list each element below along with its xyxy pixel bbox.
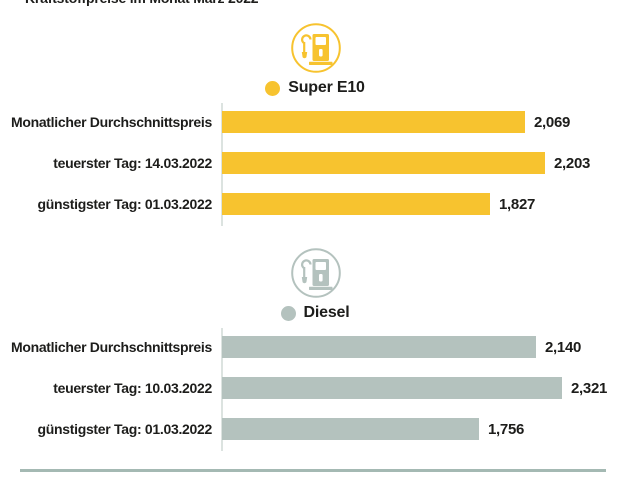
bar-category-label: günstigster Tag: 01.03.2022	[37, 196, 213, 212]
bar	[222, 418, 479, 440]
bar-value: 1,827	[499, 195, 536, 213]
diesel-bar-chart: Monatlicher Durchschnittspreis 2,140 teu…	[0, 328, 640, 451]
bar-category-label: teuerster Tag: 10.03.2022	[53, 380, 212, 396]
bar-row-cheapest-day: günstigster Tag: 01.03.2022 1,827	[0, 193, 640, 215]
bottom-rule	[20, 469, 606, 472]
bar-category-label: Monatlicher Durchschnittspreis	[10, 114, 212, 130]
bar-category-label: teuerster Tag: 14.03.2022	[53, 155, 212, 171]
bar-row-cheapest-day: günstigster Tag: 01.03.2022 1,756	[0, 418, 640, 440]
bar-row-average: Monatlicher Durchschnittspreis 2,069	[0, 111, 640, 133]
bar	[222, 111, 525, 133]
super-e10-fuel-pump-icon	[291, 23, 341, 73]
page-title: Kraftstoffpreise im Monat März 2022	[25, 0, 259, 6]
super-e10-bar-chart: Monatlicher Durchschnittspreis 2,069 teu…	[0, 103, 640, 226]
axis-line	[221, 103, 223, 226]
bar-value: 2,321	[571, 379, 608, 397]
diesel-legend-label: Diesel	[303, 304, 350, 321]
diesel-fuel-pump-icon	[291, 248, 341, 298]
diesel-legend: Diesel	[0, 304, 635, 321]
bar-value: 2,140	[545, 338, 582, 356]
bar-row-most-expensive-day: teuerster Tag: 14.03.2022 2,203	[0, 152, 640, 174]
super-e10-legend-label: Super E10	[288, 79, 365, 96]
bar-row-most-expensive-day: teuerster Tag: 10.03.2022 2,321	[0, 377, 640, 399]
bar-value: 2,203	[554, 154, 591, 172]
axis-line	[221, 328, 223, 451]
diesel-legend-dot	[280, 305, 296, 321]
super-e10-legend-dot	[265, 80, 281, 96]
super-e10-legend: Super E10	[0, 79, 635, 96]
bar-category-label: günstigster Tag: 01.03.2022	[37, 421, 213, 437]
bar-category-label: Monatlicher Durchschnittspreis	[10, 339, 212, 355]
bar-row-average: Monatlicher Durchschnittspreis 2,140	[0, 336, 640, 358]
bar	[222, 377, 562, 399]
bar-value: 1,756	[488, 420, 525, 438]
bar	[222, 193, 490, 215]
bar-value: 2,069	[534, 113, 571, 131]
bar	[222, 336, 536, 358]
bar	[222, 152, 545, 174]
